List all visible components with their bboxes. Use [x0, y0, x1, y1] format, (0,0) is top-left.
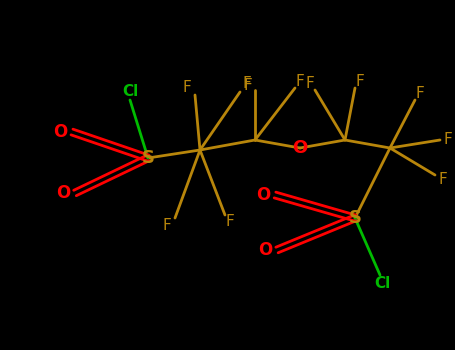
Text: O: O	[56, 184, 70, 202]
Text: F: F	[296, 74, 304, 89]
Text: F: F	[306, 76, 314, 91]
Text: Cl: Cl	[374, 275, 390, 290]
Text: F: F	[439, 173, 447, 188]
Text: S: S	[142, 149, 155, 167]
Text: Cl: Cl	[122, 84, 138, 99]
Text: F: F	[243, 77, 253, 92]
Text: F: F	[415, 85, 425, 100]
Text: S: S	[349, 209, 362, 227]
Text: F: F	[243, 76, 251, 91]
Text: F: F	[226, 215, 234, 230]
Text: F: F	[356, 74, 364, 89]
Text: O: O	[256, 186, 270, 204]
Text: O: O	[53, 123, 67, 141]
Text: F: F	[162, 217, 172, 232]
Text: F: F	[182, 80, 192, 96]
Text: O: O	[258, 241, 272, 259]
Text: F: F	[444, 133, 452, 147]
Text: O: O	[293, 139, 308, 157]
